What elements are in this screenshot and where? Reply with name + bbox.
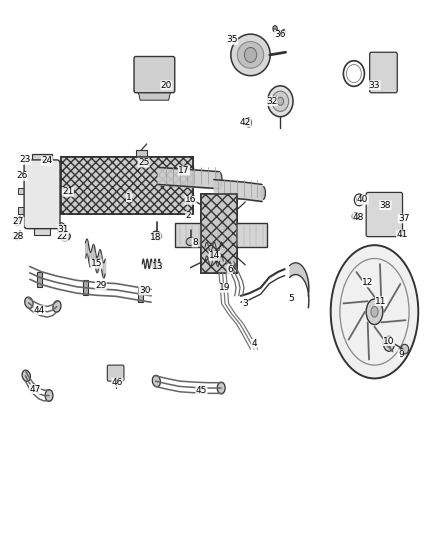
Text: 17: 17 — [178, 166, 190, 175]
Text: 16: 16 — [185, 196, 196, 204]
Ellipse shape — [378, 66, 389, 79]
FancyBboxPatch shape — [366, 192, 403, 237]
Ellipse shape — [272, 91, 289, 111]
Ellipse shape — [331, 245, 418, 378]
Text: 12: 12 — [362, 278, 374, 287]
Text: 14: 14 — [209, 252, 220, 260]
Text: 2: 2 — [186, 212, 191, 220]
Ellipse shape — [401, 344, 409, 354]
Text: 4: 4 — [251, 340, 257, 348]
Text: 9: 9 — [398, 350, 404, 359]
Ellipse shape — [371, 306, 378, 317]
Ellipse shape — [246, 118, 251, 127]
Ellipse shape — [25, 297, 33, 309]
Ellipse shape — [384, 336, 395, 351]
Text: 3: 3 — [242, 300, 248, 308]
Bar — [34, 224, 50, 235]
FancyBboxPatch shape — [134, 56, 175, 93]
Text: 37: 37 — [398, 214, 410, 223]
Text: 29: 29 — [95, 281, 106, 289]
Text: 45: 45 — [196, 386, 207, 394]
Text: 8: 8 — [192, 238, 198, 247]
Text: 15: 15 — [91, 260, 102, 268]
Ellipse shape — [273, 26, 277, 32]
Bar — [136, 150, 147, 160]
Ellipse shape — [237, 42, 264, 68]
Text: 31: 31 — [58, 225, 69, 233]
Text: 41: 41 — [396, 230, 408, 239]
Text: 13: 13 — [152, 262, 163, 271]
Text: 5: 5 — [288, 294, 294, 303]
Text: 28: 28 — [13, 232, 24, 240]
Text: 35: 35 — [226, 36, 238, 44]
Ellipse shape — [155, 167, 161, 184]
Text: 30: 30 — [139, 286, 150, 295]
Ellipse shape — [45, 390, 53, 401]
Bar — [61, 157, 193, 214]
Text: 25: 25 — [138, 158, 149, 167]
Ellipse shape — [14, 233, 20, 240]
Text: 42: 42 — [240, 118, 251, 127]
Ellipse shape — [14, 217, 21, 226]
Text: 19: 19 — [219, 284, 230, 292]
Text: 33: 33 — [369, 81, 380, 90]
Text: 46: 46 — [112, 378, 123, 387]
Ellipse shape — [277, 97, 284, 106]
Ellipse shape — [217, 382, 225, 394]
Text: 36: 36 — [275, 30, 286, 39]
Ellipse shape — [53, 301, 61, 312]
Bar — [83, 280, 88, 295]
Bar — [18, 207, 25, 214]
Ellipse shape — [375, 208, 387, 223]
Bar — [201, 194, 237, 273]
Ellipse shape — [152, 231, 162, 240]
Ellipse shape — [352, 213, 359, 220]
Bar — [61, 157, 193, 214]
Text: 18: 18 — [150, 233, 161, 241]
Ellipse shape — [378, 213, 384, 219]
FancyBboxPatch shape — [107, 365, 124, 381]
Ellipse shape — [386, 340, 392, 348]
Text: 24: 24 — [41, 157, 53, 165]
Text: 26: 26 — [16, 172, 28, 180]
Ellipse shape — [261, 187, 265, 199]
Text: 23: 23 — [20, 156, 31, 164]
Text: 6: 6 — [227, 265, 233, 273]
Bar — [18, 188, 25, 194]
Text: 48: 48 — [353, 213, 364, 222]
Polygon shape — [138, 91, 171, 100]
Ellipse shape — [59, 231, 70, 241]
Text: 21: 21 — [62, 188, 74, 196]
Text: 27: 27 — [13, 217, 24, 226]
Bar — [138, 287, 143, 302]
Ellipse shape — [186, 237, 195, 246]
FancyBboxPatch shape — [370, 52, 397, 93]
Ellipse shape — [231, 34, 270, 76]
Ellipse shape — [366, 299, 383, 325]
Ellipse shape — [282, 29, 286, 35]
Text: 11: 11 — [375, 297, 387, 305]
Bar — [32, 154, 52, 164]
Bar — [175, 223, 267, 247]
Text: 44: 44 — [34, 306, 45, 314]
Bar — [37, 272, 42, 287]
Text: 38: 38 — [380, 201, 391, 209]
Ellipse shape — [400, 231, 404, 236]
Ellipse shape — [244, 47, 257, 62]
Text: 1: 1 — [126, 193, 132, 201]
Ellipse shape — [152, 375, 160, 387]
Text: 47: 47 — [29, 385, 41, 393]
Text: 32: 32 — [266, 97, 277, 106]
Ellipse shape — [216, 172, 222, 189]
Text: 40: 40 — [357, 196, 368, 204]
Ellipse shape — [22, 370, 31, 382]
Ellipse shape — [57, 223, 65, 232]
Text: 20: 20 — [161, 81, 172, 90]
Text: 22: 22 — [57, 232, 68, 241]
FancyBboxPatch shape — [24, 160, 60, 229]
Bar — [201, 194, 237, 273]
Ellipse shape — [268, 86, 293, 117]
Text: 10: 10 — [383, 337, 395, 345]
